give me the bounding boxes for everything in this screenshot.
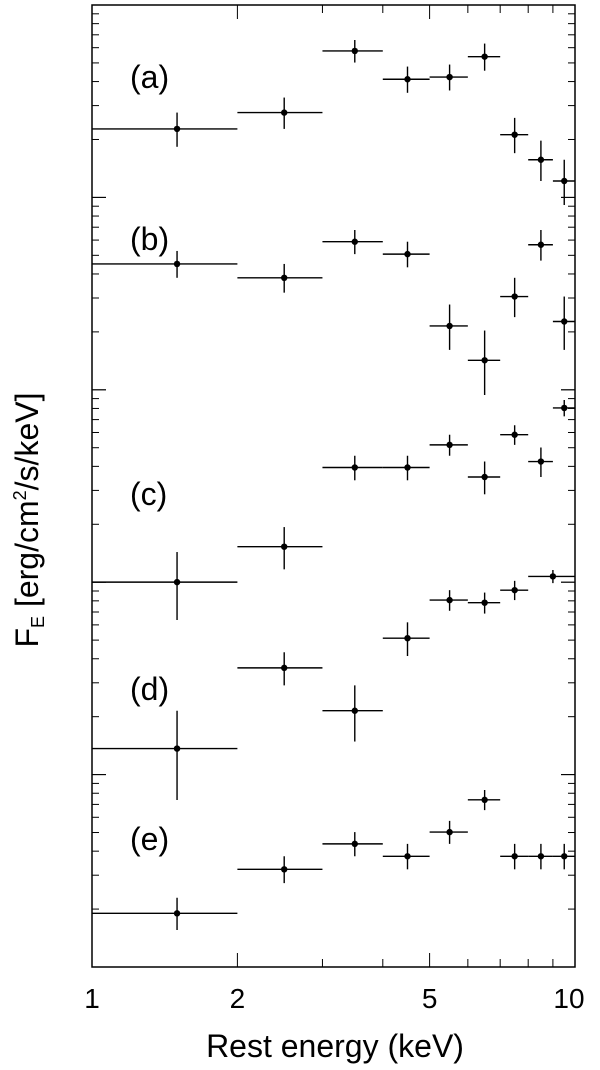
x-tick-label: 5 [422,983,438,1014]
data-point [549,573,557,580]
data-point [173,745,181,752]
plot-frame [91,4,576,968]
data-point [281,109,288,116]
x-tick-labels: 1 2 5 10 [84,983,584,1014]
spectra-panels: (a) (b) (c) (d) (e) [92,40,575,930]
data-point [481,53,488,60]
data-point [511,431,518,438]
data-point [511,586,518,594]
data-point [481,796,488,804]
x-tick-label: 2 [230,983,246,1014]
panel-c: (c) [92,400,575,620]
data-point [173,910,181,917]
y-axis-label-main: F [9,628,45,648]
data-point [281,664,288,672]
data-point [446,828,453,836]
data-point [351,840,358,848]
data-point [173,125,181,133]
data-point [481,599,488,606]
data-point [537,853,545,860]
panel-label: (b) [130,221,169,257]
data-point [511,131,518,138]
y-axis-label-rest: [erg/cm [9,500,45,616]
data-point [404,853,411,860]
data-point [281,543,288,550]
panel-d: (d) [92,570,575,800]
y-axis-label: FE [erg/cm2/s/keV] [9,393,48,648]
data-point [481,473,488,481]
panel-a: (a) [92,40,575,205]
data-point [537,458,545,465]
data-point [446,322,453,330]
data-point [173,578,181,586]
panel-b: (b) [92,221,575,395]
data-point [404,250,411,258]
y-axis-label-end: /s/keV] [9,393,45,491]
data-point [281,866,288,873]
y-axis-label-sup: 2 [10,490,30,500]
data-point [446,596,453,604]
data-point [173,260,181,268]
data-point [561,404,568,412]
data-point [537,156,545,163]
data-point [561,853,568,860]
panel-label: (a) [130,59,169,95]
data-point [561,177,568,185]
data-point [446,73,453,81]
panel-label: (c) [130,476,167,512]
data-point [404,634,411,642]
data-point [351,464,358,471]
y-axis-label-sub: E [28,616,48,628]
data-point [404,76,411,83]
data-point [351,238,358,245]
data-point [351,707,358,714]
x-tick-label: 1 [84,983,100,1014]
data-point [446,441,453,449]
data-point [511,293,518,300]
data-point [481,357,488,364]
data-point [281,274,288,282]
data-point [537,241,545,248]
x-axis-label: Rest energy (keV) [206,1028,464,1064]
data-point [404,464,411,471]
data-point [351,47,358,55]
data-point [511,853,518,860]
panel-e: (e) [92,790,575,930]
data-point [561,318,568,325]
x-tick-label: 10 [553,983,584,1014]
panel-label: (d) [130,671,169,707]
panel-label: (e) [130,821,169,857]
